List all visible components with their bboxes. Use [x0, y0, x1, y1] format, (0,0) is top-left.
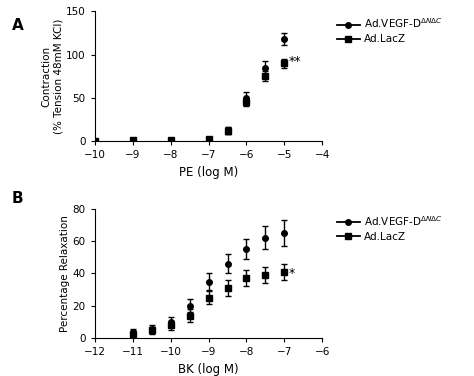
- Text: **: **: [288, 55, 301, 68]
- Legend: Ad.VEGF-D$^{\Delta N\Delta C}$, Ad.LacZ: Ad.VEGF-D$^{\Delta N\Delta C}$, Ad.LacZ: [337, 17, 443, 44]
- X-axis label: BK (log M): BK (log M): [178, 363, 239, 376]
- Legend: Ad.VEGF-D$^{\Delta N\Delta C}$, Ad.LacZ: Ad.VEGF-D$^{\Delta N\Delta C}$, Ad.LacZ: [337, 214, 443, 242]
- Text: A: A: [12, 18, 24, 33]
- Y-axis label: Percentage Relaxation: Percentage Relaxation: [60, 215, 70, 332]
- X-axis label: PE (log M): PE (log M): [179, 166, 238, 179]
- Text: *: *: [289, 267, 295, 280]
- Text: B: B: [12, 191, 24, 206]
- Y-axis label: Contraction
(% Tension 48mM KCl): Contraction (% Tension 48mM KCl): [42, 18, 63, 134]
